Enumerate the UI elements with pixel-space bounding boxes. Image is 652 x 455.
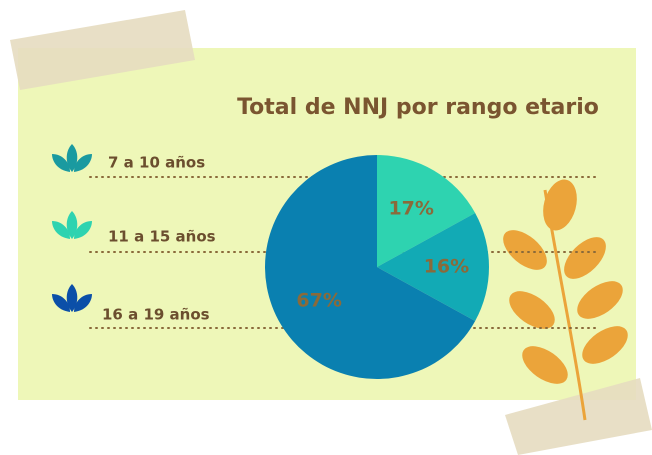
pie-slice [377,213,489,321]
tape [10,10,195,90]
legend-label: 7 a 10 años [108,154,205,172]
value-label: 16% [424,256,469,278]
value-label: 67% [296,290,341,312]
tape [505,378,652,455]
pie-slice [377,155,476,267]
legend-icon [52,211,92,239]
value-label: 17% [388,198,433,220]
chart-title: Total de NNJ por rango etario [237,95,599,120]
legend-icon [52,144,92,172]
legend-label: 16 a 19 años [102,306,210,324]
branch [503,179,628,421]
pie-slice [265,155,476,379]
legend-label: 11 a 15 años [108,228,216,246]
legend-icon [52,284,92,312]
